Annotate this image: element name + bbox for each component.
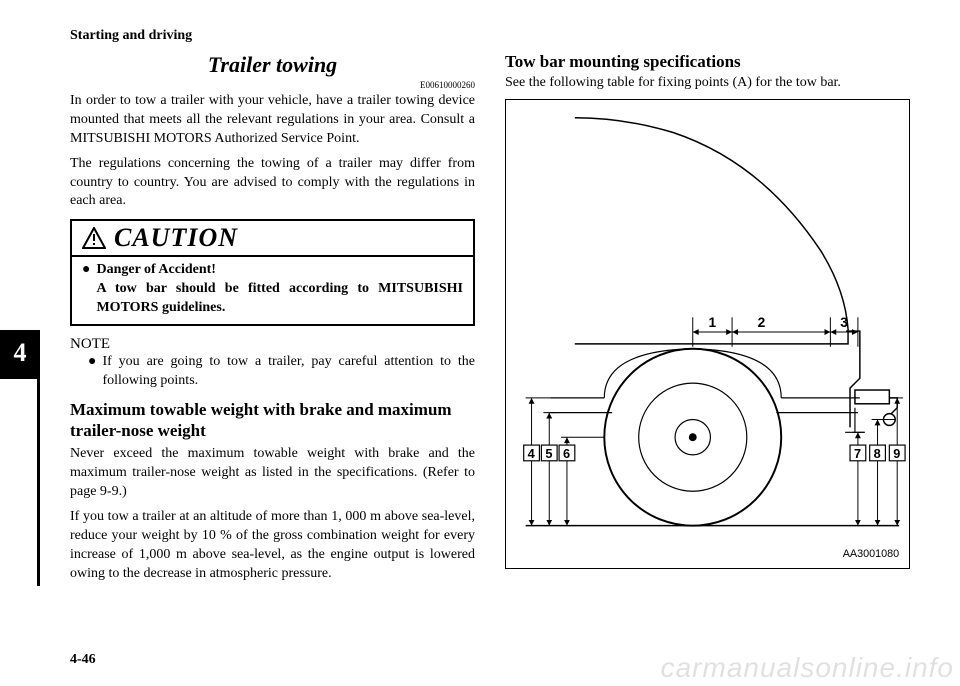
- para-towbar: See the following table for fixing point…: [505, 74, 910, 93]
- note-item: ● If you are going to tow a trailer, pay…: [70, 353, 475, 391]
- bullet-icon: ●: [88, 353, 96, 391]
- caution-label: CAUTION: [114, 223, 238, 253]
- towbar-diagram-svg: 1 2 3 4 5 6: [506, 100, 909, 568]
- subhead-towbar-spec: Tow bar mounting specifications: [505, 52, 910, 72]
- dim-5: 5: [545, 446, 552, 461]
- bullet-icon: ●: [82, 261, 90, 318]
- para-intro-1: In order to tow a trailer with your vehi…: [70, 92, 475, 149]
- para-maxweight-2: If you tow a trailer at an altitude of m…: [70, 508, 475, 584]
- title-trailer-towing: Trailer towing: [70, 52, 475, 78]
- side-tab: 4: [0, 330, 40, 376]
- note-text: If you are going to tow a trailer, pay c…: [102, 353, 475, 391]
- subhead-max-weight: Maximum towable weight with brake and ma…: [70, 399, 475, 442]
- para-intro-2: The regulations concerning the towing of…: [70, 155, 475, 212]
- page-number: 4-46: [70, 652, 96, 668]
- towbar-figure: 1 2 3 4 5 6: [505, 99, 910, 569]
- columns: Trailer towing E00610000260 In order to …: [70, 52, 910, 590]
- dim-3: 3: [840, 315, 848, 330]
- dim-7: 7: [854, 446, 861, 461]
- dim-1: 1: [708, 315, 716, 330]
- side-tab-outline: [0, 376, 40, 586]
- page: Starting and driving Trailer towing E006…: [0, 0, 960, 686]
- caution-body: ● Danger of Accident! A tow bar should b…: [72, 257, 473, 324]
- dim-9: 9: [893, 446, 900, 461]
- warning-icon: [82, 227, 106, 249]
- watermark: carmanualsonline.info: [661, 652, 954, 684]
- doc-code: E00610000260: [70, 80, 475, 90]
- dim-2: 2: [758, 315, 766, 330]
- dim-6: 6: [563, 446, 570, 461]
- caution-header: CAUTION: [72, 221, 473, 257]
- note-label: NOTE: [70, 336, 475, 353]
- left-column: Trailer towing E00610000260 In order to …: [70, 52, 475, 590]
- para-maxweight-1: Never exceed the maximum towable weight …: [70, 445, 475, 502]
- dim-4: 4: [528, 446, 536, 461]
- right-column: Tow bar mounting specifications See the …: [505, 52, 910, 590]
- caution-line2: A tow bar should be fitted according to …: [96, 280, 463, 318]
- section-header: Starting and driving: [70, 28, 910, 44]
- figure-id: AA3001080: [843, 548, 899, 560]
- caution-line1: Danger of Accident!: [96, 261, 463, 280]
- dim-8: 8: [874, 446, 881, 461]
- caution-box: CAUTION ● Danger of Accident! A tow bar …: [70, 219, 475, 326]
